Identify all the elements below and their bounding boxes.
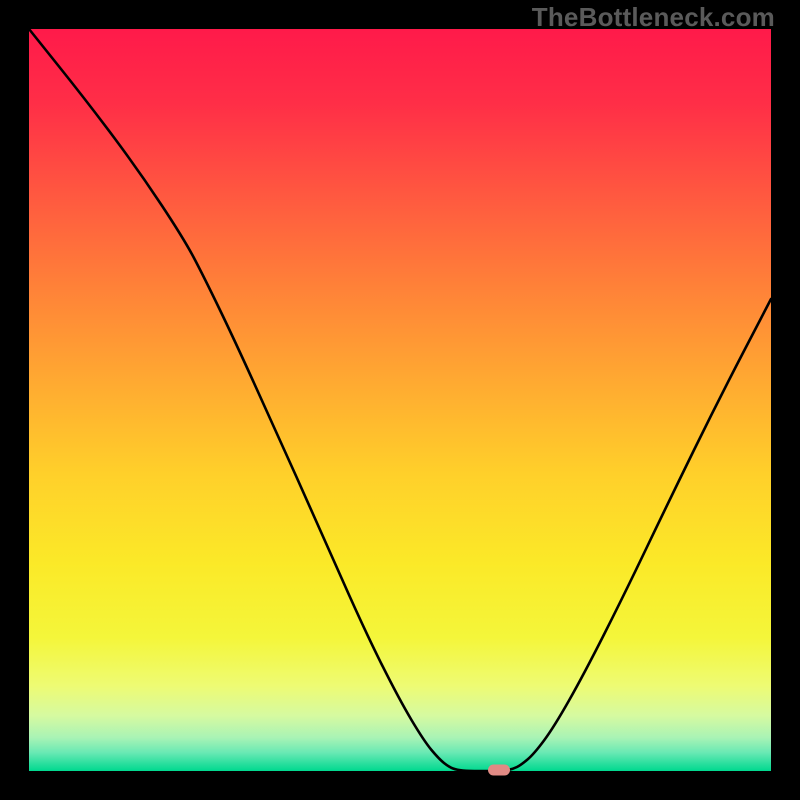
chart-root: TheBottleneck.com xyxy=(0,0,800,800)
optimal-marker xyxy=(488,764,510,775)
watermark-text: TheBottleneck.com xyxy=(532,2,775,33)
bottleneck-curve xyxy=(29,29,771,771)
curve-svg xyxy=(29,29,771,771)
plot-area xyxy=(29,29,771,771)
